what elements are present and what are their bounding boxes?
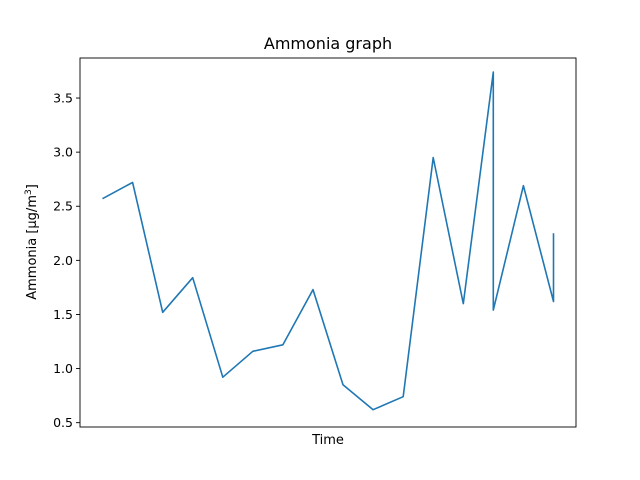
y-tick-label: 1.5 — [53, 307, 73, 322]
y-axis-title-superscript: 3 — [24, 189, 34, 195]
plot-area — [79, 57, 577, 428]
y-tick-label: 2.0 — [53, 253, 73, 268]
x-axis-title: Time — [311, 433, 344, 448]
chart-title: Ammonia graph — [264, 34, 392, 53]
y-tick-label: 2.5 — [53, 199, 73, 214]
y-axis: 0.5 1.0 1.5 2.0 2.5 3.0 3.5 — [53, 91, 80, 430]
y-axis-title-main: Ammonia [µg/m — [25, 195, 40, 300]
y-tick-label: 0.5 — [53, 415, 73, 430]
series-line-ammonia — [102, 71, 555, 411]
y-tick-label: 3.0 — [53, 145, 73, 160]
plot-frame — [79, 57, 577, 428]
y-axis-title: Ammonia [µg/m3] — [24, 184, 40, 300]
y-tick-label: 3.5 — [53, 91, 73, 106]
y-axis-title-suffix: ] — [25, 184, 40, 189]
y-tick-label: 1.0 — [53, 361, 73, 376]
